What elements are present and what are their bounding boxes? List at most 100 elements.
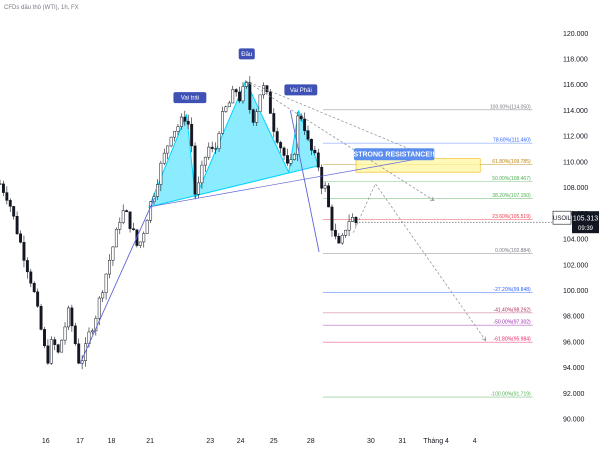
candle-body (8, 200, 12, 207)
candle-body (279, 142, 283, 149)
y-tick-label: 118.000 (563, 57, 588, 64)
candle-body (46, 345, 50, 364)
x-tick-label: 28 (307, 438, 315, 445)
candle-body (268, 91, 272, 114)
candle-body (118, 222, 122, 230)
candle-body (60, 339, 64, 353)
candle-body (303, 118, 307, 131)
candle-body (217, 133, 221, 149)
candle-body (19, 233, 22, 243)
price-tag-box (572, 211, 599, 234)
candle-body (111, 246, 115, 261)
fib-level-label: -27.20%(99.848) (493, 287, 531, 293)
axes: 90.000 92.000 94.000 96.000 98.000 100.000 102… (42, 31, 599, 445)
candle-body (70, 307, 74, 327)
candle-body (173, 131, 176, 138)
annotation-box (353, 148, 435, 161)
candle-body (354, 216, 358, 223)
candle-body (234, 89, 238, 93)
candle-body (333, 229, 337, 237)
candle-body (241, 86, 245, 102)
y-tick-label: 94.000 (563, 365, 585, 372)
candle-body (272, 113, 276, 132)
y-tick-label: 112.000 (563, 134, 588, 141)
x-tick-label: 16 (42, 438, 50, 445)
candle-body (63, 326, 67, 341)
trendline (79, 197, 155, 365)
projection-path (352, 182, 487, 341)
x-tick-label: Tháng 4 (423, 438, 449, 445)
x-tick-label: 25 (270, 438, 278, 445)
candle-body (25, 260, 29, 273)
fib-level-label: 100.00%(114.050) (490, 104, 531, 110)
candle-body (340, 235, 344, 244)
drawings (79, 80, 487, 365)
candle-body (32, 283, 36, 293)
candle-body (292, 154, 296, 160)
candle-body (162, 152, 166, 164)
candle-body (244, 82, 248, 87)
candle-body (197, 182, 200, 195)
candle-body (289, 159, 293, 164)
candle-body (166, 145, 170, 154)
candle-body (15, 216, 19, 235)
candle-body (214, 148, 218, 150)
x-tick-label: 18 (108, 438, 116, 445)
candle-body (299, 115, 303, 120)
candle-body (238, 91, 242, 102)
y-tick-label: 110.000 (563, 159, 588, 166)
candle-body (77, 343, 81, 364)
fib-level-label: 0.00%(102.884) (495, 248, 531, 254)
candle-body (49, 339, 53, 364)
candle-body (22, 242, 26, 261)
y-tick-label: 102.000 (563, 262, 588, 269)
candle-body (56, 344, 60, 353)
candle-body (138, 241, 142, 246)
candle-body (128, 211, 132, 229)
candle-body (330, 206, 334, 231)
candle-body (221, 111, 224, 134)
candle-body (262, 85, 265, 96)
x-tick-label: 17 (76, 438, 84, 445)
candle-body (344, 229, 348, 236)
candle-body (179, 116, 183, 127)
annotation-label: Vai trái (181, 96, 199, 102)
candle-body (265, 85, 269, 93)
annotation-label: STRONG RESISTANCE!! (354, 152, 435, 159)
y-tick-label: 90.000 (563, 417, 585, 424)
candles (0, 76, 358, 370)
projection-arrowhead (481, 336, 487, 342)
x-tick-label: 31 (399, 438, 407, 445)
trendline (289, 110, 320, 253)
y-tick-label: 108.000 (563, 185, 588, 192)
candle-body (66, 307, 70, 328)
candle-body (101, 292, 105, 299)
last-price-label: 105.313 (573, 216, 598, 223)
fib-level-label: -61.80%(95.984) (493, 337, 531, 343)
candle-body (186, 120, 190, 125)
candle-body (12, 206, 16, 217)
x-tick-label: 23 (206, 438, 214, 445)
candle-body (190, 123, 194, 147)
candle-body (193, 145, 197, 195)
y-tick-label: 92.000 (563, 391, 585, 398)
candle-body (296, 115, 300, 155)
fib-level-label: 38.20%(107.150) (492, 193, 531, 199)
candle-body (73, 325, 77, 345)
candle-body (316, 152, 320, 168)
projection-path (245, 80, 426, 156)
annotation-box (284, 84, 318, 96)
candle-body (155, 184, 159, 197)
countdown-label: 09:39 (578, 226, 594, 232)
candle-body (0, 183, 2, 185)
x-tick-label: 21 (146, 438, 154, 445)
candle-body (207, 146, 211, 158)
annotation-label: Vai Phải (290, 88, 312, 94)
candle-body (5, 192, 9, 201)
candle-body (29, 271, 33, 284)
candle-body (132, 228, 135, 230)
candle-body (320, 166, 324, 189)
fib-level-label: 50.00%(108.467) (492, 176, 531, 182)
symbol-tag-box (552, 210, 572, 225)
